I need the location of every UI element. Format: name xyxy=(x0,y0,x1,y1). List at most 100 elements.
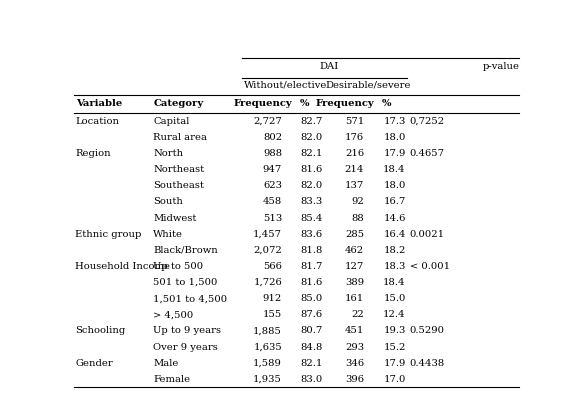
Text: 571: 571 xyxy=(345,117,364,126)
Text: 566: 566 xyxy=(263,262,282,271)
Text: 18.3: 18.3 xyxy=(384,262,406,271)
Text: 0.5290: 0.5290 xyxy=(410,326,445,336)
Text: 92: 92 xyxy=(352,197,364,207)
Text: Up to 9 years: Up to 9 years xyxy=(153,326,221,336)
Text: Rural area: Rural area xyxy=(153,133,207,142)
Text: 161: 161 xyxy=(345,294,364,303)
Text: 396: 396 xyxy=(345,375,364,384)
Text: Northeast: Northeast xyxy=(153,165,204,174)
Text: 912: 912 xyxy=(263,294,282,303)
Text: 216: 216 xyxy=(345,149,364,158)
Text: Capital: Capital xyxy=(153,117,189,126)
Text: 1,589: 1,589 xyxy=(253,359,282,368)
Text: Desirable/severe: Desirable/severe xyxy=(325,80,411,90)
Text: 2,072: 2,072 xyxy=(253,246,282,255)
Text: 82.0: 82.0 xyxy=(300,133,322,142)
Text: Schooling: Schooling xyxy=(75,326,125,336)
Text: 16.7: 16.7 xyxy=(384,197,406,207)
Text: 12.4: 12.4 xyxy=(383,310,406,319)
Text: Ethnic group: Ethnic group xyxy=(75,230,141,239)
Text: Region: Region xyxy=(75,149,111,158)
Text: Black/Brown: Black/Brown xyxy=(153,246,218,255)
Text: 1,635: 1,635 xyxy=(253,343,282,352)
Text: 0,7252: 0,7252 xyxy=(410,117,445,126)
Text: 15.2: 15.2 xyxy=(384,343,406,352)
Text: 17.3: 17.3 xyxy=(384,117,406,126)
Text: 462: 462 xyxy=(345,246,364,255)
Text: North: North xyxy=(153,149,183,158)
Text: 82.0: 82.0 xyxy=(300,181,322,190)
Text: Up to 500: Up to 500 xyxy=(153,262,203,271)
Text: Female: Female xyxy=(153,375,190,384)
Text: 22: 22 xyxy=(352,310,364,319)
Text: %: % xyxy=(382,99,392,108)
Text: 346: 346 xyxy=(345,359,364,368)
Text: 14.6: 14.6 xyxy=(384,214,406,222)
Text: Southeast: Southeast xyxy=(153,181,204,190)
Text: 83.0: 83.0 xyxy=(300,375,322,384)
Text: 0.0021: 0.0021 xyxy=(410,230,445,239)
Text: 947: 947 xyxy=(263,165,282,174)
Text: DAI: DAI xyxy=(320,62,339,70)
Text: 85.0: 85.0 xyxy=(300,294,322,303)
Text: 1,935: 1,935 xyxy=(253,375,282,384)
Text: 285: 285 xyxy=(345,230,364,239)
Text: 17.0: 17.0 xyxy=(384,375,406,384)
Text: 2,727: 2,727 xyxy=(253,117,282,126)
Text: 81.8: 81.8 xyxy=(300,246,322,255)
Text: 1,885: 1,885 xyxy=(253,326,282,336)
Text: 19.3: 19.3 xyxy=(384,326,406,336)
Text: 81.7: 81.7 xyxy=(300,262,322,271)
Text: 501 to 1,500: 501 to 1,500 xyxy=(153,278,218,287)
Text: South: South xyxy=(153,197,183,207)
Text: 82.1: 82.1 xyxy=(300,149,322,158)
Text: Category: Category xyxy=(154,99,204,108)
Text: 15.0: 15.0 xyxy=(384,294,406,303)
Text: p-value: p-value xyxy=(482,62,519,70)
Text: 18.4: 18.4 xyxy=(383,165,406,174)
Text: 988: 988 xyxy=(263,149,282,158)
Text: > 4,500: > 4,500 xyxy=(153,310,193,319)
Text: 18.2: 18.2 xyxy=(384,246,406,255)
Text: 155: 155 xyxy=(263,310,282,319)
Text: 88: 88 xyxy=(352,214,364,222)
Text: Frequency: Frequency xyxy=(316,99,374,108)
Text: Gender: Gender xyxy=(75,359,113,368)
Text: Frequency: Frequency xyxy=(233,99,292,108)
Text: 18.4: 18.4 xyxy=(383,278,406,287)
Text: 18.0: 18.0 xyxy=(384,181,406,190)
Text: 458: 458 xyxy=(263,197,282,207)
Text: 18.0: 18.0 xyxy=(384,133,406,142)
Text: Variable: Variable xyxy=(76,99,122,108)
Text: 0.4438: 0.4438 xyxy=(410,359,445,368)
Text: 83.3: 83.3 xyxy=(300,197,322,207)
Text: 214: 214 xyxy=(345,165,364,174)
Text: 16.4: 16.4 xyxy=(384,230,406,239)
Text: Midwest: Midwest xyxy=(153,214,196,222)
Text: 451: 451 xyxy=(345,326,364,336)
Text: 17.9: 17.9 xyxy=(384,149,406,158)
Text: 17.9: 17.9 xyxy=(384,359,406,368)
Text: 802: 802 xyxy=(263,133,282,142)
Text: 85.4: 85.4 xyxy=(300,214,322,222)
Text: 513: 513 xyxy=(263,214,282,222)
Text: Male: Male xyxy=(153,359,179,368)
Text: 82.1: 82.1 xyxy=(300,359,322,368)
Text: 176: 176 xyxy=(345,133,364,142)
Text: < 0.001: < 0.001 xyxy=(410,262,450,271)
Text: 623: 623 xyxy=(263,181,282,190)
Text: Location: Location xyxy=(75,117,119,126)
Text: 1,726: 1,726 xyxy=(253,278,282,287)
Text: 389: 389 xyxy=(345,278,364,287)
Text: %: % xyxy=(299,99,309,108)
Text: 81.6: 81.6 xyxy=(300,165,322,174)
Text: Over 9 years: Over 9 years xyxy=(153,343,218,352)
Text: 87.6: 87.6 xyxy=(300,310,322,319)
Text: Household Income: Household Income xyxy=(75,262,170,271)
Text: 137: 137 xyxy=(345,181,364,190)
Text: 1,501 to 4,500: 1,501 to 4,500 xyxy=(153,294,227,303)
Text: Without/elective: Without/elective xyxy=(244,80,327,90)
Text: 293: 293 xyxy=(345,343,364,352)
Text: 127: 127 xyxy=(345,262,364,271)
Text: 84.8: 84.8 xyxy=(300,343,322,352)
